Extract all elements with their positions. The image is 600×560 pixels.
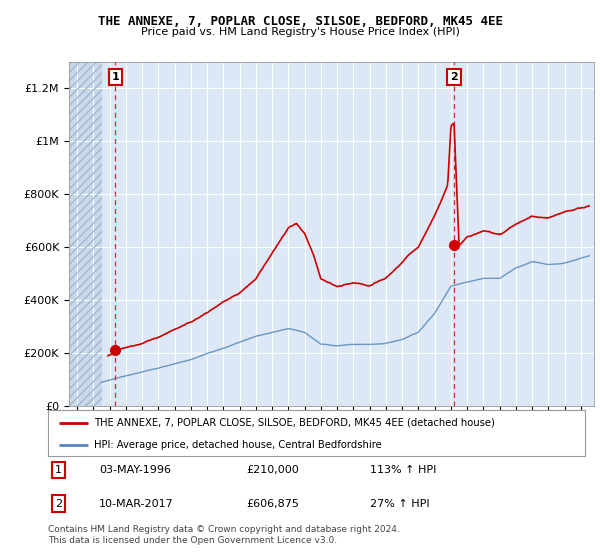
Text: 1: 1: [55, 465, 62, 475]
Polygon shape: [69, 62, 101, 406]
Text: 03-MAY-1996: 03-MAY-1996: [99, 465, 171, 475]
Text: Price paid vs. HM Land Registry's House Price Index (HPI): Price paid vs. HM Land Registry's House …: [140, 27, 460, 37]
Text: 2: 2: [55, 498, 62, 508]
Text: 10-MAR-2017: 10-MAR-2017: [99, 498, 174, 508]
Text: 113% ↑ HPI: 113% ↑ HPI: [370, 465, 437, 475]
Text: 27% ↑ HPI: 27% ↑ HPI: [370, 498, 430, 508]
Text: £606,875: £606,875: [247, 498, 299, 508]
Text: Contains HM Land Registry data © Crown copyright and database right 2024.
This d: Contains HM Land Registry data © Crown c…: [48, 525, 400, 545]
Text: THE ANNEXE, 7, POPLAR CLOSE, SILSOE, BEDFORD, MK45 4EE: THE ANNEXE, 7, POPLAR CLOSE, SILSOE, BED…: [97, 15, 503, 28]
Text: £210,000: £210,000: [247, 465, 299, 475]
Text: THE ANNEXE, 7, POPLAR CLOSE, SILSOE, BEDFORD, MK45 4EE (detached house): THE ANNEXE, 7, POPLAR CLOSE, SILSOE, BED…: [94, 418, 494, 428]
Text: 1: 1: [112, 72, 119, 82]
Text: HPI: Average price, detached house, Central Bedfordshire: HPI: Average price, detached house, Cent…: [94, 440, 382, 450]
Text: 2: 2: [450, 72, 458, 82]
